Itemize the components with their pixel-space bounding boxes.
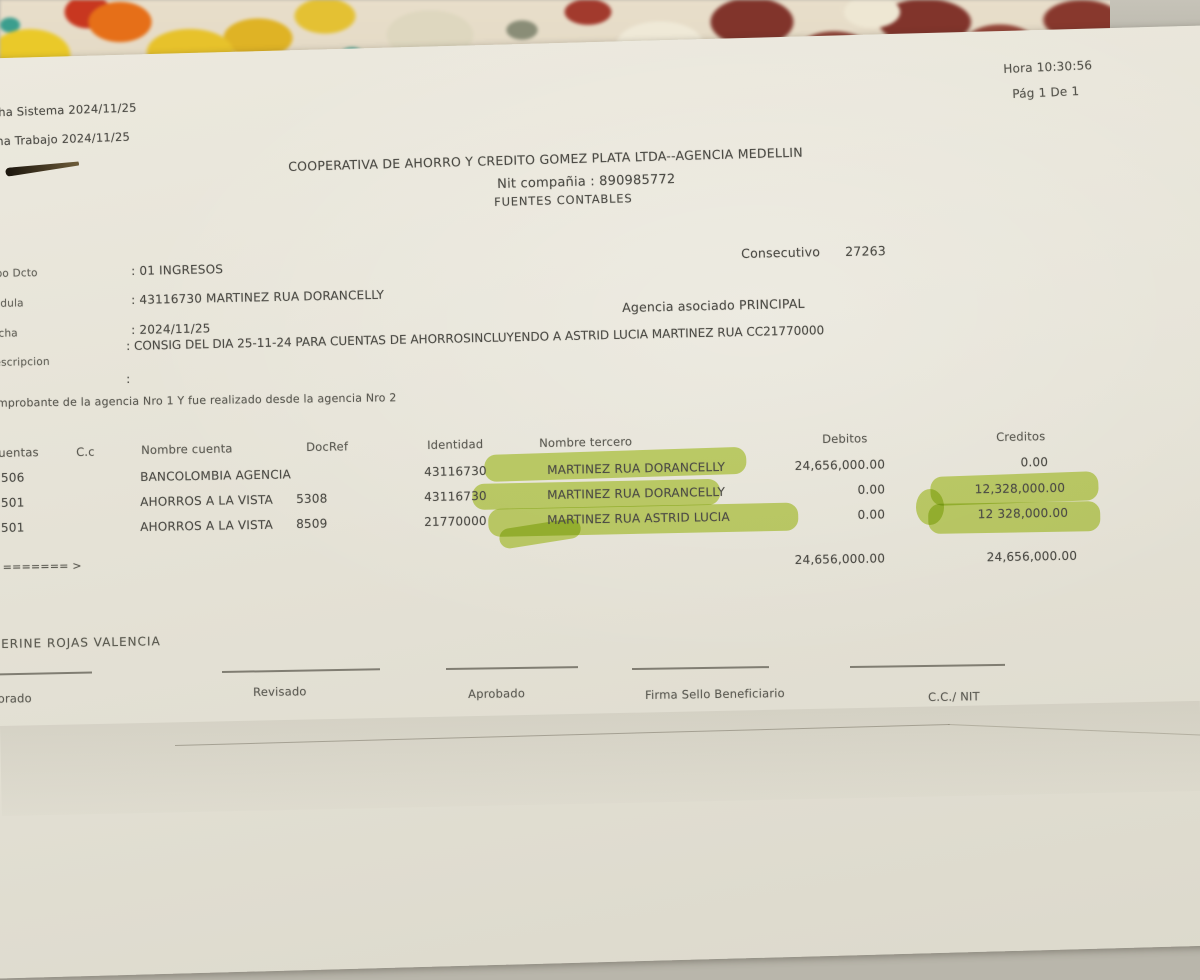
firma-aprobado-label: Aprobado: [468, 686, 526, 701]
row-cuenta: 1501: [0, 495, 25, 510]
tipo-dcto-label: Tipo Dcto: [0, 267, 38, 280]
firma-ccnit-label: C.C./ NIT: [928, 689, 980, 704]
totales-label: es ======= >: [0, 559, 82, 574]
total-debitos: 24,656,000.00: [794, 551, 886, 567]
row-identidad: 43116730: [424, 463, 487, 479]
col-header-identidad: Identidad: [427, 437, 484, 452]
row-nombre-cuenta: AHORROS A LA VISTA: [140, 492, 274, 509]
row-identidad: 21770000: [424, 513, 487, 529]
row-debitos: 24,656,000.00: [794, 457, 886, 473]
descripcion-continuation: :: [126, 371, 131, 386]
row-debitos: 0.00: [857, 507, 886, 522]
col-header-docref: DocRef: [306, 439, 349, 454]
row-creditos: 12 328,000.00: [977, 505, 1069, 522]
col-header-nombre-cuenta: Nombre cuenta: [141, 441, 233, 457]
row-cuenta: 2506: [0, 470, 25, 485]
col-header-cc: C.c: [76, 444, 95, 459]
firma-elaborado-label: Elaborado: [0, 691, 32, 706]
tipo-dcto-value: : 01 INGRESOS: [131, 262, 224, 278]
page-number: Pág 1 De 1: [1012, 84, 1080, 101]
row-docref: 5308: [296, 491, 328, 506]
row-docref: 8509: [296, 516, 328, 531]
consecutivo-label: Consecutivo: [741, 244, 821, 261]
row-debitos: 0.00: [857, 482, 886, 497]
row-cuenta: 1501: [0, 520, 25, 535]
row-creditos: 12,328,000.00: [974, 480, 1066, 497]
col-header-creditos: Creditos: [996, 429, 1046, 444]
col-header-cuentas: Cuentas: [0, 445, 39, 460]
descripcion-label: Descripcion: [0, 355, 50, 369]
consecutivo-value: 27263: [845, 243, 887, 259]
total-creditos: 24,656,000.00: [986, 548, 1078, 565]
col-header-debitos: Debitos: [822, 431, 868, 446]
preparer-name: ERINE ROJAS VALENCIA: [1, 634, 161, 651]
row-identidad: 43116730: [424, 488, 487, 504]
highlight-mark: [916, 489, 944, 525]
fecha-label: Fecha: [0, 327, 19, 340]
col-header-nombre-tercero: Nombre tercero: [539, 434, 633, 450]
row-nombre-cuenta: BANCOLOMBIA AGENCIA: [140, 467, 292, 484]
row-nombre-cuenta: AHORROS A LA VISTA: [140, 517, 274, 534]
firma-revisado-label: Revisado: [253, 684, 307, 699]
row-creditos: 0.00: [1020, 454, 1049, 470]
cedula-label: Cedula: [0, 297, 24, 310]
fecha-value: : 2024/11/25: [131, 321, 211, 337]
firma-beneficiario-label: Firma Sello Beneficiario: [645, 686, 785, 702]
